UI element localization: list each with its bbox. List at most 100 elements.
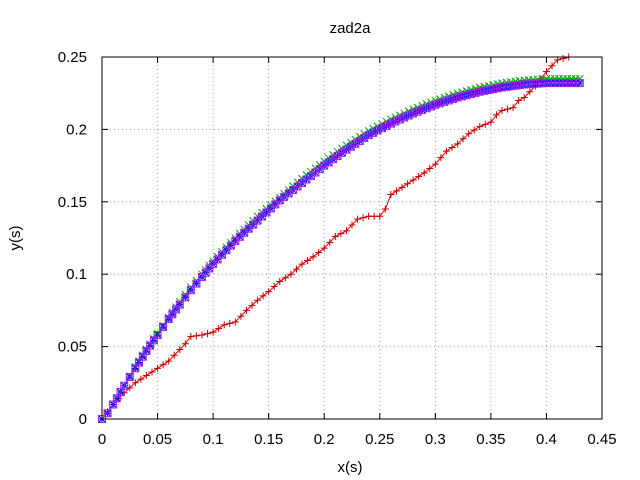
square-marker [466,90,475,99]
plus-marker [376,212,384,220]
square-marker [458,92,466,101]
square-marker [554,79,563,88]
plus-marker [231,318,239,326]
y-tick-label: 0.2 [66,121,87,138]
square-marker [471,88,480,97]
square-marker [235,232,244,241]
plus-marker [265,288,273,296]
square-marker [395,115,404,124]
ticks: 0 0.05 0.1 0.15 0.2 0.25 0.3 0.35 0.4 0.45 0 0.05 0.… [58,49,617,448]
plus-marker [287,270,295,278]
square-marker [506,82,515,91]
y-tick-label: 0 [79,411,87,428]
square-marker [538,79,546,88]
plus-marker [170,351,178,359]
square-marker [480,86,489,95]
square-marker [422,104,431,113]
square-marker [262,208,271,217]
data-series-2 [98,74,584,423]
plus-marker [276,277,284,285]
plus-marker [165,357,173,365]
plus-marker [442,147,450,155]
plus-marker [404,180,412,188]
square-marker [391,117,400,126]
plus-marker [198,331,206,339]
plus-marker [292,265,300,273]
square-marker [346,142,355,151]
plus-marker [242,306,250,314]
plus-marker [359,214,367,222]
square-marker [546,79,555,88]
square-marker [502,82,511,91]
square-marker [431,100,440,109]
x-tick-label: 0.15 [254,431,283,448]
plus-marker [426,164,434,172]
square-marker [103,409,112,418]
square-marker [360,134,369,143]
plus-marker [498,107,506,115]
plus-marker [248,301,256,309]
square-marker [175,300,184,309]
x-tick-label: 0.25 [365,431,394,448]
x-tick-label: 0.35 [476,431,505,448]
square-marker [426,102,435,111]
data-series-1 [98,53,573,423]
series-line [101,82,580,420]
x-tick-label: 0 [98,431,106,448]
plus-marker [154,364,162,372]
plus-marker [392,187,400,195]
square-marker [364,131,373,140]
square-marker [444,96,453,105]
plus-marker [309,253,317,261]
square-marker [571,79,580,88]
square-marker [418,105,426,114]
x-tick-label: 0.05 [143,431,172,448]
plus-marker [487,118,495,126]
plus-marker [337,230,345,238]
y-tick-label: 0.15 [58,194,87,211]
x-tick-label: 0.1 [203,431,224,448]
plus-marker [398,183,406,191]
square-marker [453,93,462,102]
x-tick-label: 0.4 [536,431,557,448]
square-marker [409,109,418,118]
plus-marker [204,330,212,338]
plus-marker [304,256,312,264]
square-marker [125,373,134,382]
plus-marker [237,312,245,320]
square-marker [567,79,576,88]
plus-marker [326,238,334,246]
plus-marker [515,96,523,104]
plus-marker [504,105,512,113]
square-marker [258,212,266,221]
square-marker [498,83,506,92]
y-tick-label: 0.1 [66,266,87,283]
x-tick-label: 0.45 [587,431,616,448]
square-marker [559,79,568,88]
square-marker [355,136,364,145]
square-marker [404,111,413,120]
square-marker [153,331,162,340]
plus-marker [320,244,328,252]
x-tick-label: 0.3 [425,431,446,448]
plus-marker [492,111,500,119]
plus-marker [348,221,356,229]
square-marker [120,381,129,390]
plus-marker [142,372,150,380]
plus-marker [148,368,156,376]
square-marker [435,99,444,108]
plus-marker [137,375,145,383]
y-tick-label: 0.25 [58,49,87,66]
plus-marker [270,283,278,291]
plus-marker [354,215,362,223]
plus-marker [159,361,167,369]
x-axis-label: x(s) [338,459,363,476]
plus-marker [548,62,556,70]
plus-marker [520,94,528,102]
plus-marker [437,154,445,162]
plus-marker [526,88,534,96]
square-marker [222,246,231,255]
plus-marker [315,248,323,256]
square-marker [484,86,493,95]
